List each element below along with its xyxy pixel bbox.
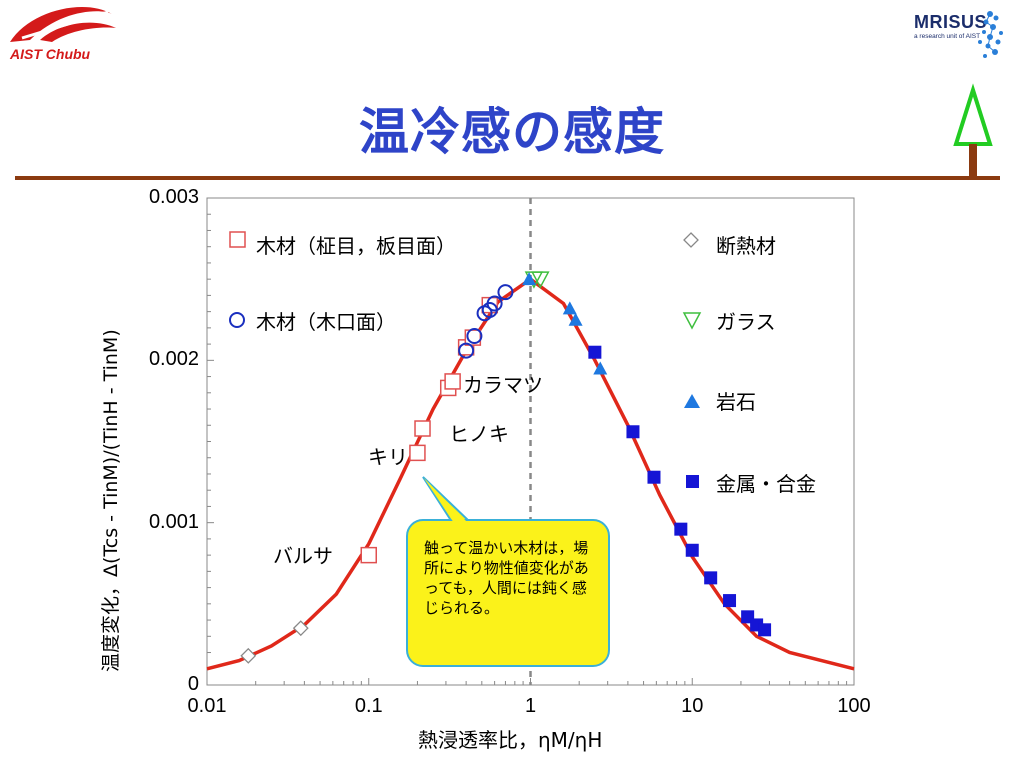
data-point-series-0 [409, 444, 426, 462]
data-point-series-4 [562, 301, 577, 315]
legend-marker-insulation [683, 232, 699, 248]
data-point-series-5 [723, 594, 737, 608]
header-divider [15, 176, 1000, 180]
legend-label-glass: ガラス [716, 310, 776, 334]
x-tick-label: 0.01 [187, 695, 227, 717]
x-tick-label: 0.1 [354, 695, 383, 717]
legend-label-rock: 岩石 [716, 390, 756, 414]
aist-logo-mark [10, 6, 116, 42]
data-point-series-4 [568, 312, 583, 326]
legend-marker-metal [686, 475, 699, 488]
mrisus-logo-text: MRISUS [914, 12, 988, 32]
data-point-series-2 [240, 647, 257, 664]
annotation-karamatsu: カラマツ [463, 373, 543, 397]
callout-box [406, 519, 610, 667]
annotation-kiri: キリ [368, 445, 408, 469]
legend-marker-wood-endgrain [229, 312, 245, 328]
mrisus-logo-subtitle: a research unit of AIST [914, 33, 981, 40]
annotation-balsa: バルサ [273, 544, 333, 568]
legend-label-insulation: 断熱材 [716, 234, 776, 258]
mrisus-molecule-icon [978, 11, 1003, 58]
tree-icon [953, 83, 993, 178]
data-point-series-3 [531, 271, 550, 289]
y-tick-label: 0.001 [148, 510, 199, 533]
legend-marker-wood-grain [229, 231, 246, 248]
aist-logo-text: AIST Chubu [10, 46, 91, 62]
data-point-series-0 [414, 420, 431, 437]
data-point-series-5 [647, 470, 661, 484]
data-point-series-0 [444, 373, 461, 390]
data-point-series-1 [466, 327, 483, 344]
y-tick-label: 0.003 [148, 186, 199, 208]
data-point-series-5 [588, 345, 602, 359]
callout-text: 触って温かい木材は，場所により物性値変化があっても，人間には鈍く感じられる。 [424, 539, 589, 617]
data-point-series-1 [486, 295, 503, 312]
data-point-series-5 [685, 543, 699, 557]
data-point-series-4 [593, 361, 608, 375]
y-axis-title: 温度変化，Δ(Tcs - TinM)/(TinH - TinM) [100, 329, 122, 672]
data-point-series-4 [522, 272, 537, 286]
callout-pointer [422, 476, 473, 523]
data-point-series-5 [704, 571, 718, 585]
annotation-hinoki: ヒノキ [449, 422, 509, 446]
data-point-series-1 [458, 342, 475, 359]
x-tick-label: 1 [524, 695, 537, 717]
x-axis-title: 熱浸透率比，ηM/ηH [418, 728, 603, 752]
data-point-series-5 [626, 425, 640, 439]
data-point-series-2 [292, 620, 309, 637]
data-point-series-1 [497, 284, 514, 301]
legend-label-wood-grain: 木材（柾目，板目面） [256, 234, 456, 258]
page-title: 温冷感の感度 [359, 103, 665, 161]
x-tick-label: 100 [837, 695, 871, 717]
legend-label-wood-endgrain: 木材（木口面） [256, 310, 396, 334]
data-point-series-5 [674, 522, 688, 536]
y-tick-label: 0 [187, 673, 199, 695]
data-points [240, 271, 772, 664]
data-point-series-0 [360, 546, 377, 564]
legend-marker-rock [684, 394, 700, 408]
data-point-series-5 [758, 623, 772, 637]
legend-label-metal: 金属・合金 [716, 472, 816, 496]
legend-marker-glass [682, 312, 702, 330]
y-tick-label: 0.002 [148, 348, 199, 371]
x-tick-label: 10 [681, 695, 704, 717]
